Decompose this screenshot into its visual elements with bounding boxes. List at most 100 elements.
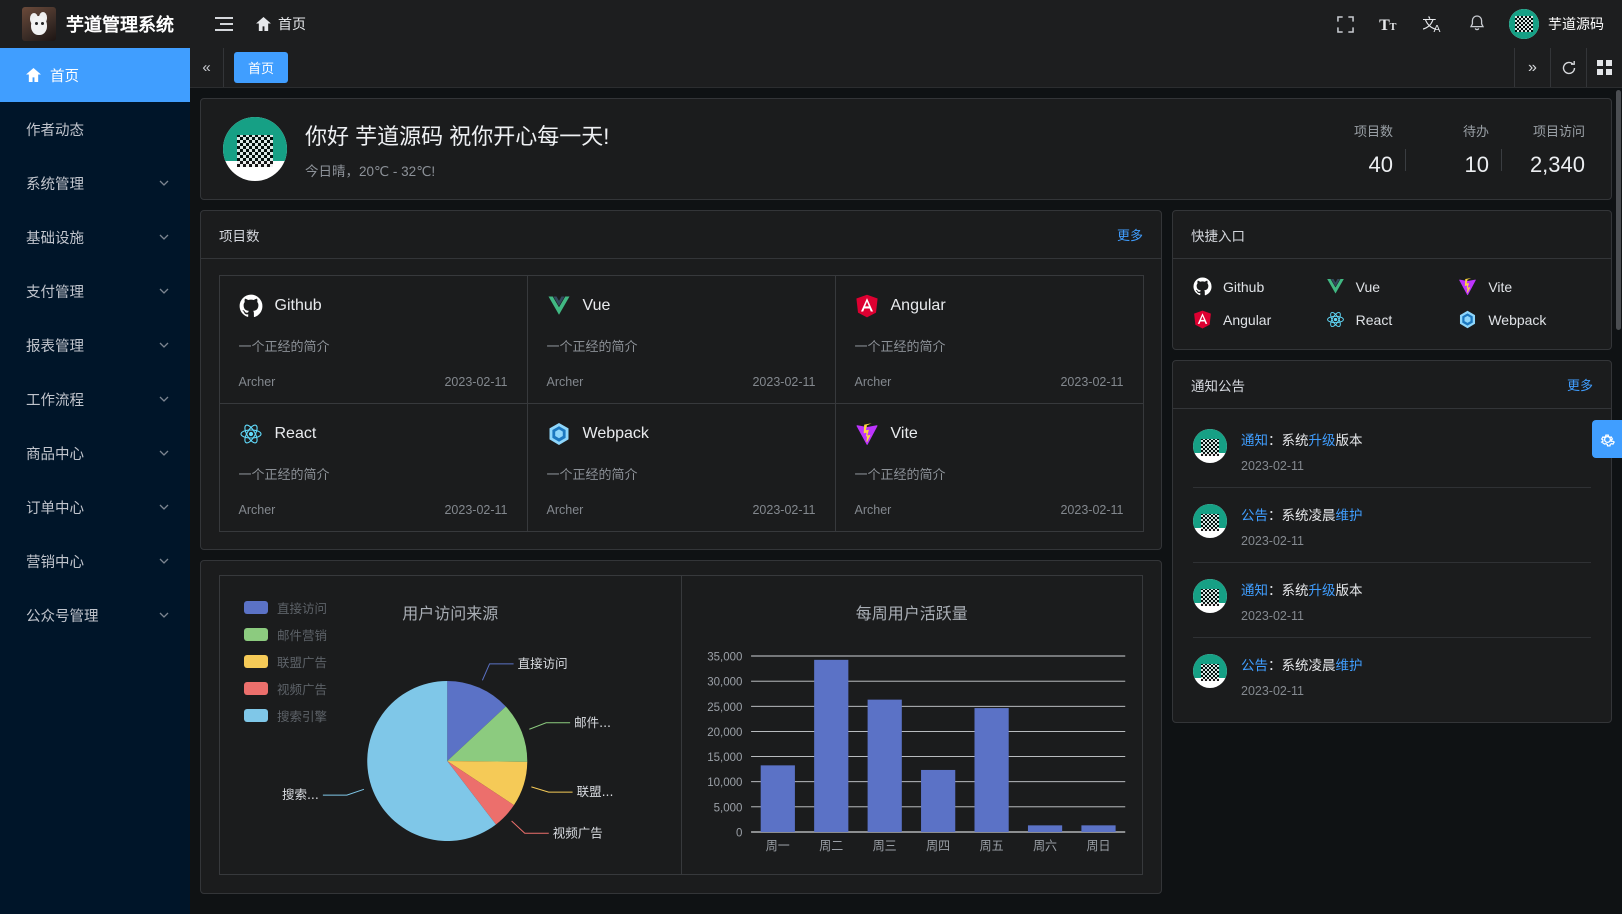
project-author: Archer <box>238 502 276 517</box>
menu-icon[interactable] <box>206 0 242 48</box>
sidebar-item-workflow[interactable]: 工作流程 <box>0 372 190 426</box>
pie-slice[interactable] <box>447 761 528 806</box>
pie-slice[interactable] <box>367 681 496 841</box>
project-card[interactable]: Github 一个正经的简介 Archer 2023-02-11 <box>218 274 528 404</box>
legend-item[interactable]: 联盟广告 <box>244 652 327 671</box>
home-icon <box>256 17 271 31</box>
brand[interactable]: 芋道管理系统 <box>0 7 200 41</box>
quick-entry-github[interactable]: Github <box>1193 277 1326 296</box>
stat-label: 待办 <box>1462 123 1489 139</box>
vue-icon <box>1326 278 1344 294</box>
notice-title: 通知：系统升级版本 <box>1241 429 1591 449</box>
bar[interactable] <box>813 659 848 832</box>
pie-slice[interactable] <box>447 706 528 762</box>
pie-leader-line <box>481 663 514 681</box>
bar[interactable] <box>1080 825 1116 832</box>
notice-sep: ： <box>1268 508 1282 523</box>
project-card[interactable]: Vite 一个正经的简介 Archer 2023-02-11 <box>834 402 1144 532</box>
list-item[interactable]: 通知：系统升级版本 2023-02-11 <box>1193 563 1591 638</box>
notice-kind: 公告 <box>1241 658 1268 673</box>
quick-entry-angular[interactable]: Angular <box>1193 310 1326 329</box>
notice-text-pre: 系统凌晨 <box>1281 508 1336 523</box>
list-item[interactable]: 公告：系统凌晨维护 2023-02-11 <box>1193 638 1591 712</box>
quick-entry-webpack[interactable]: Webpack <box>1458 310 1591 329</box>
settings-fab[interactable] <box>1592 420 1622 458</box>
charts-panel: 用户访问来源 直接访问 邮件营销 联盟广告 视频广告 搜索引擎 直接访问 邮件..… <box>200 560 1162 894</box>
project-date: 2023-02-11 <box>1060 374 1124 389</box>
github-icon <box>1193 277 1212 296</box>
notice-date: 2023-02-11 <box>1241 534 1305 548</box>
quick-entry-react[interactable]: React <box>1326 310 1459 329</box>
breadcrumb-home[interactable]: 首页 <box>256 14 306 34</box>
chevron-double-right-icon[interactable]: » <box>1514 48 1550 87</box>
bar[interactable] <box>760 765 795 832</box>
bell-icon[interactable] <box>1455 0 1499 48</box>
sidebar-item-infra[interactable]: 基础设施 <box>0 210 190 264</box>
projects-more-link[interactable]: 更多 <box>1116 228 1143 243</box>
angular-icon <box>855 294 878 317</box>
project-card-head: React <box>239 422 508 446</box>
tab-home[interactable]: 首页 <box>234 52 289 83</box>
pie-slice[interactable] <box>447 681 506 761</box>
project-card[interactable]: React 一个正经的简介 Archer 2023-02-11 <box>218 402 528 532</box>
fullscreen-icon[interactable] <box>1323 0 1367 48</box>
x-tick-label: 周六 <box>1033 839 1057 853</box>
project-desc: 一个正经的简介 <box>854 466 946 482</box>
scrollbar-thumb[interactable] <box>1616 90 1621 330</box>
bar[interactable] <box>867 699 902 832</box>
notice-title: 公告：系统凌晨维护 <box>1241 504 1591 524</box>
chevron-double-left-icon[interactable]: « <box>190 48 224 87</box>
pie-slice-label: 联盟... <box>577 784 614 799</box>
list-item[interactable]: 公告：系统凌晨维护 2023-02-11 <box>1193 488 1591 563</box>
project-card[interactable]: Vue 一个正经的简介 Archer 2023-02-11 <box>526 274 836 404</box>
sidebar: 首页 作者动态 系统管理 基础设施 支付管理 报表管理 工作流程 <box>0 48 190 914</box>
tabs-controls: » <box>1514 48 1622 87</box>
sidebar-item-report[interactable]: 报表管理 <box>0 318 190 372</box>
react-icon <box>1326 311 1344 328</box>
legend-item[interactable]: 视频广告 <box>244 679 327 698</box>
project-card[interactable]: Angular 一个正经的简介 Archer 2023-02-11 <box>834 274 1144 404</box>
user-menu[interactable]: 芋道源码 <box>1499 9 1608 39</box>
sidebar-item-marketing[interactable]: 营销中心 <box>0 534 190 588</box>
sidebar-item-system[interactable]: 系统管理 <box>0 156 190 210</box>
legend-item[interactable]: 直接访问 <box>244 598 327 617</box>
page-scrollbar[interactable] <box>1615 86 1622 914</box>
svg-text:文: 文 <box>1423 15 1436 32</box>
project-author: Archer <box>854 374 892 389</box>
chevron-down-icon <box>159 612 169 618</box>
notices-more-link[interactable]: 更多 <box>1566 378 1593 393</box>
stat-projects: 项目数 40 <box>1301 121 1397 178</box>
project-card-head: Vue <box>547 294 816 318</box>
project-card-head: Github <box>239 294 508 318</box>
user-name: 芋道源码 <box>1548 16 1604 32</box>
refresh-icon[interactable] <box>1550 48 1586 87</box>
bar[interactable] <box>1027 825 1062 832</box>
bar-chart-canvas: 0 5,000 10,000 15,000 20,000 25,000 30,000 35,0… <box>707 650 1125 853</box>
notices-panel: 通知公告 更多 通知：系统升级版本 2023-02-11 <box>1172 360 1612 723</box>
grid-icon[interactable] <box>1586 48 1622 87</box>
sidebar-item-home[interactable]: 首页 <box>0 48 190 102</box>
panel-title: 项目数 <box>219 228 260 244</box>
list-item[interactable]: 通知：系统升级版本 2023-02-11 <box>1193 413 1591 488</box>
project-card[interactable]: Webpack 一个正经的简介 Archer 2023-02-11 <box>526 402 836 532</box>
legend-item[interactable]: 搜索引擎 <box>244 706 327 725</box>
sidebar-item-author-news[interactable]: 作者动态 <box>0 102 190 156</box>
sidebar-item-product[interactable]: 商品中心 <box>0 426 190 480</box>
sidebar-item-mp[interactable]: 公众号管理 <box>0 588 190 642</box>
sidebar-item-pay[interactable]: 支付管理 <box>0 264 190 318</box>
stat-visits: 项目访问 2,340 <box>1493 121 1589 178</box>
bar[interactable] <box>920 769 955 832</box>
svg-text:T: T <box>1379 17 1390 33</box>
bar[interactable] <box>973 708 1009 832</box>
chevron-down-icon <box>159 396 169 402</box>
quick-entry-vue[interactable]: Vue <box>1326 277 1459 296</box>
legend-item[interactable]: 邮件营销 <box>244 625 327 644</box>
pie-slice[interactable] <box>447 761 514 825</box>
tabs-list: 首页 <box>224 52 1514 83</box>
quick-entry-vite[interactable]: Vite <box>1458 277 1591 296</box>
sidebar-item-order[interactable]: 订单中心 <box>0 480 190 534</box>
tabs-bar: « 首页 » <box>190 48 1622 88</box>
sidebar-item-label: 订单中心 <box>26 500 84 517</box>
